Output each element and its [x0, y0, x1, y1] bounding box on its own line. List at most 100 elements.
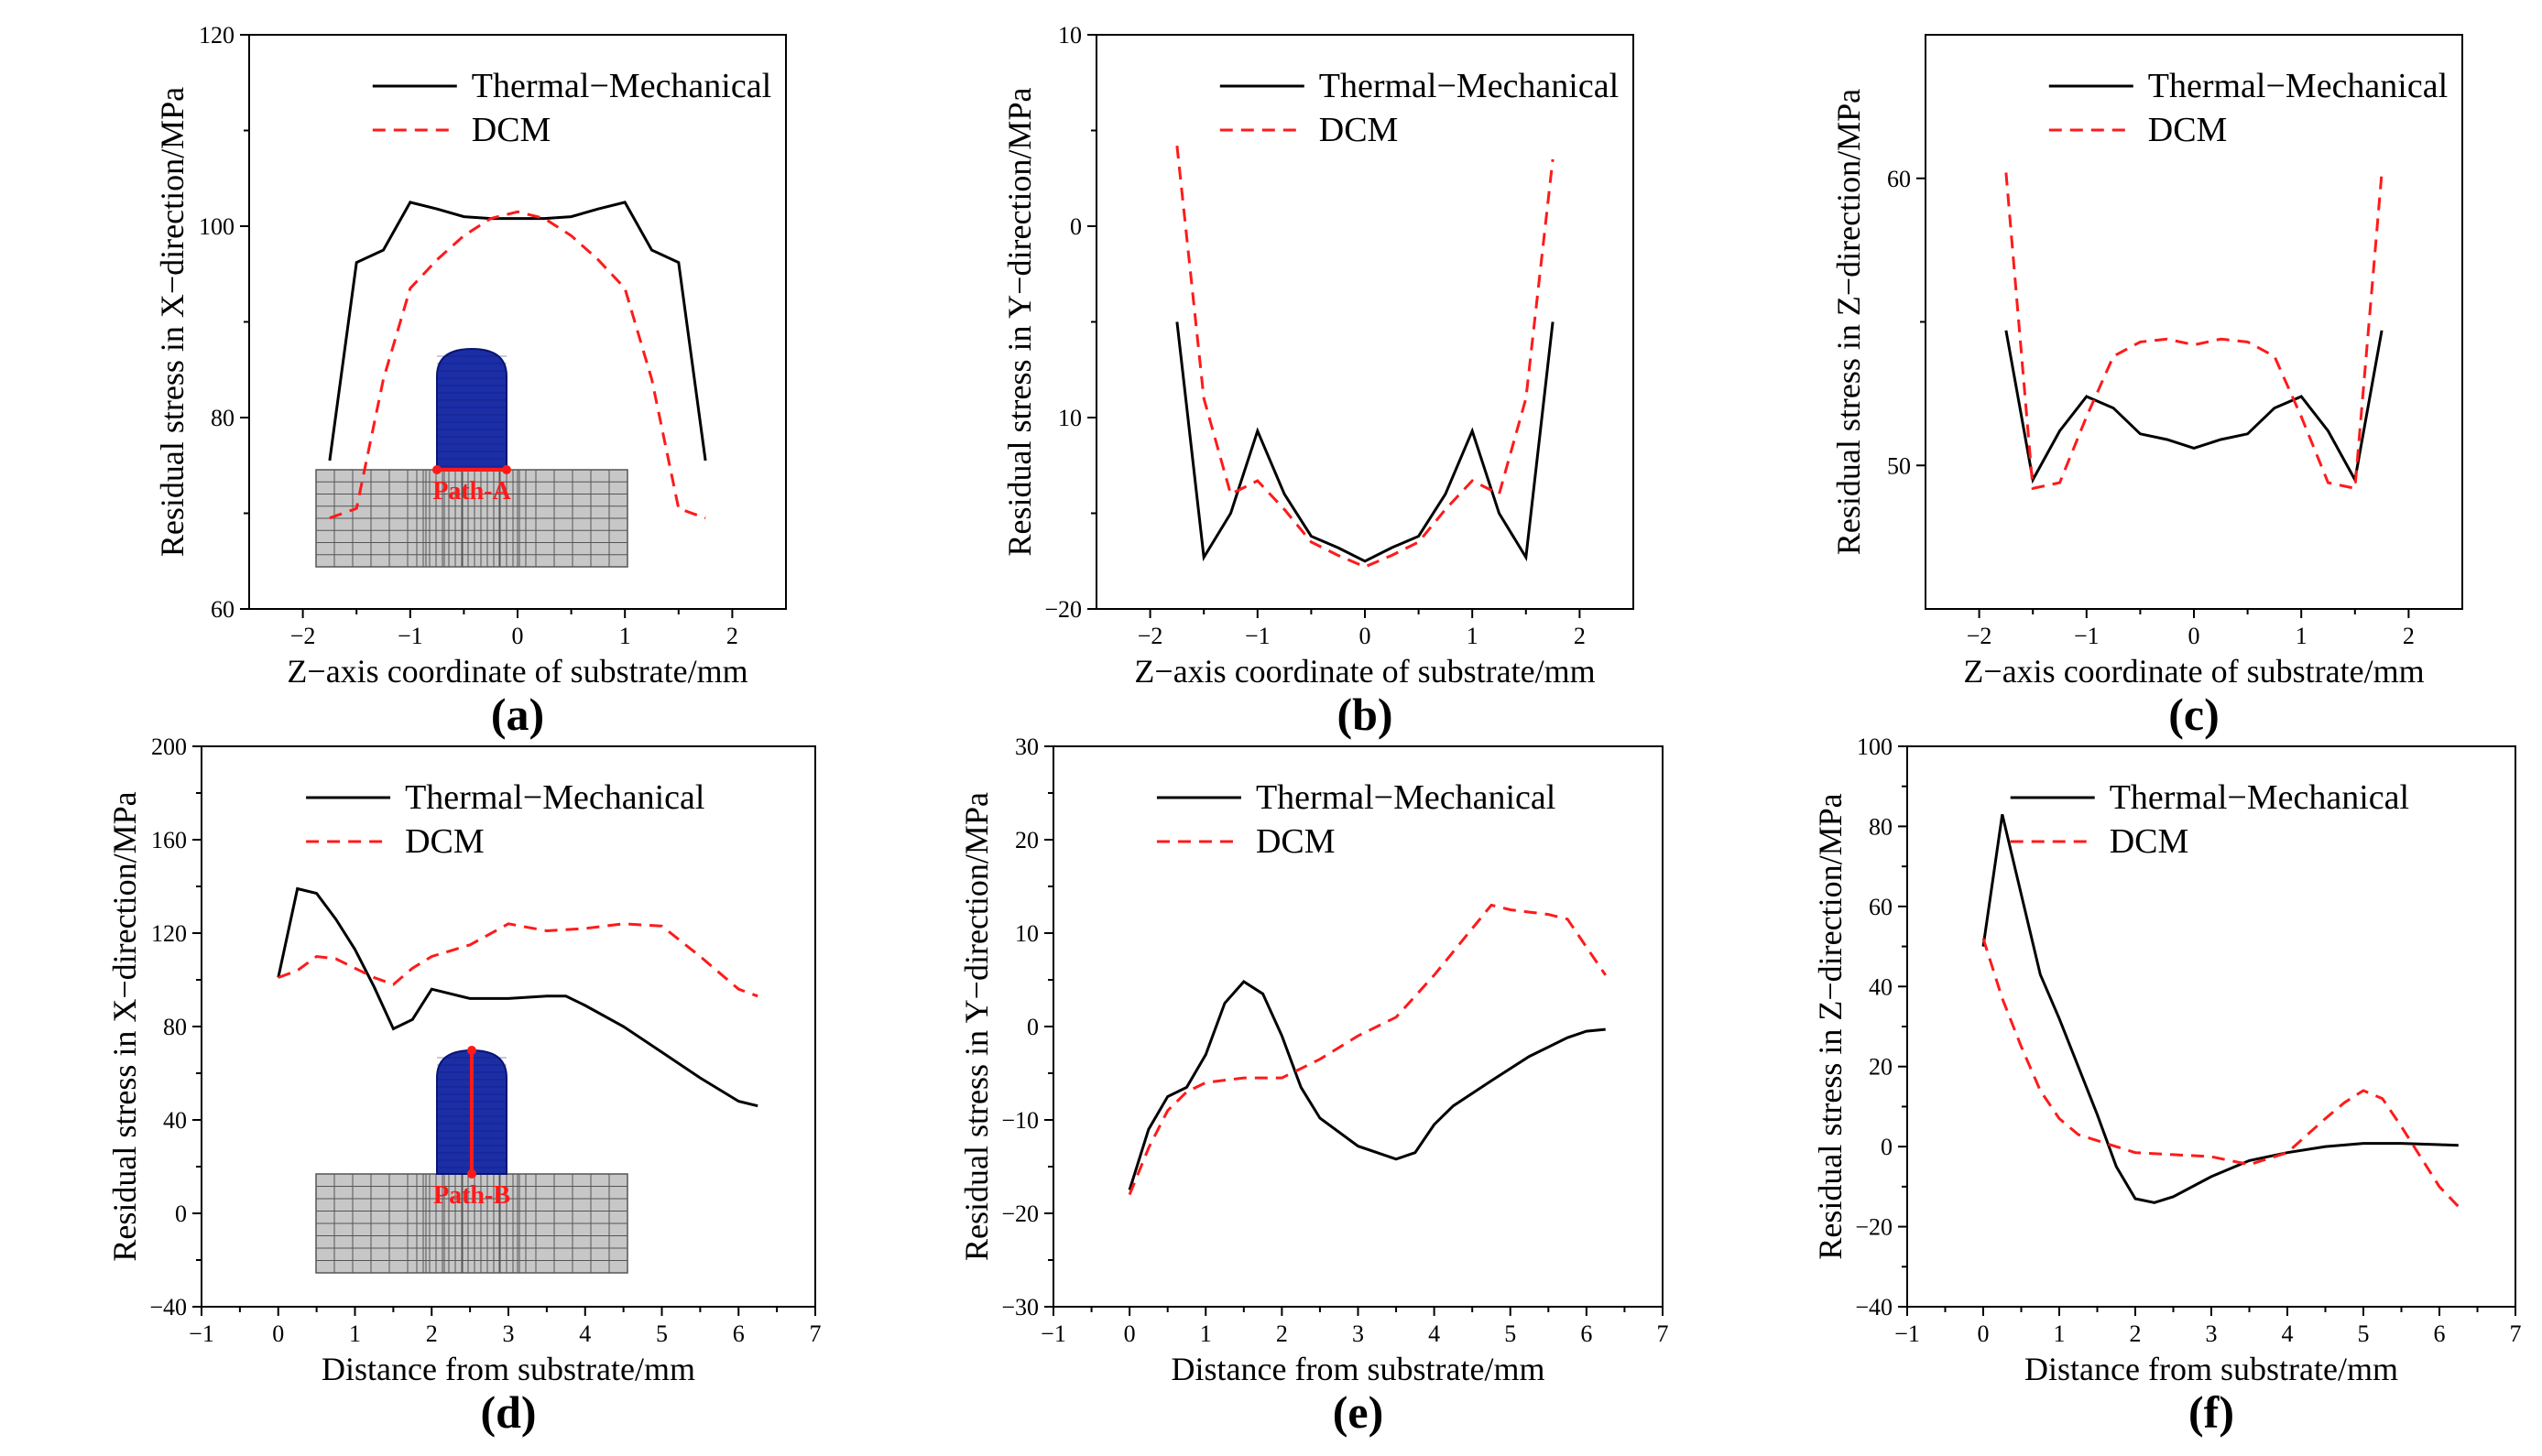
thermal-mechanical-series-line — [277, 886, 758, 1108]
y-tick-label: 60 — [1869, 894, 1893, 920]
legend-label: DCM — [2148, 111, 2228, 149]
y-tick-label: 100 — [1857, 733, 1893, 760]
legend: Thermal−Mechanical DCM — [2010, 778, 2409, 861]
x-tick-label: 5 — [1504, 1320, 1516, 1347]
legend-label: Thermal−Mechanical — [2148, 67, 2448, 105]
x-tick-label: 5 — [2358, 1320, 2370, 1347]
y-tick-label: 20 — [1015, 827, 1039, 853]
x-tick-label: 4 — [1428, 1320, 1440, 1347]
y-tick-label: 120 — [199, 22, 235, 49]
path-label: Path-B — [433, 1181, 510, 1210]
y-tick-label: 20 — [1869, 1054, 1893, 1081]
x-tick-label: 1 — [1200, 1320, 1212, 1347]
x-tick-label: 0 — [1124, 1320, 1136, 1347]
thermal-mechanical-series-line — [328, 201, 707, 462]
x-tick-label: 2 — [2403, 623, 2415, 649]
dcm-series-line — [1981, 938, 2460, 1208]
legend-label: DCM — [472, 111, 551, 149]
y-axis-label: Residual stress in X−direction/MPa — [154, 87, 191, 557]
y-tick-label: −30 — [1001, 1294, 1039, 1320]
y-axis-label: Residual stress in X−direction/MPa — [106, 791, 143, 1261]
y-tick-label: 40 — [1869, 973, 1893, 1000]
y-tick-label: 0 — [1070, 213, 1082, 240]
legend: Thermal−Mechanical DCM — [306, 778, 704, 861]
y-tick-label: 60 — [211, 596, 235, 623]
dcm-series-line — [2004, 172, 2384, 491]
legend-label: Thermal−Mechanical — [1256, 778, 1555, 817]
thermal-mechanical-series-line — [2004, 330, 2384, 484]
x-tick-label: 2 — [1276, 1320, 1288, 1347]
x-tick-label: 0 — [272, 1320, 284, 1347]
y-tick-label: 200 — [151, 733, 187, 760]
path-endpoint — [467, 1046, 476, 1055]
chart-panel-1: −2 −1 0 1 2 60 80 100 120 Z−axis coordinate of su… — [154, 22, 787, 740]
y-tick-label: 10 — [1058, 405, 1082, 431]
legend: Thermal−Mechanical DCM — [372, 67, 771, 149]
y-tick-label: −20 — [1001, 1201, 1039, 1227]
x-tick-label: 7 — [1657, 1320, 1669, 1347]
panel-label: (a) — [491, 689, 544, 740]
chart-panel-3: −2 −1 0 1 2 50 60 Z−axis coordinate of substrat… — [1830, 34, 2463, 740]
panel-label: (f) — [2188, 1386, 2234, 1438]
x-tick-label: −1 — [1041, 1320, 1066, 1347]
x-tick-label: 1 — [2054, 1320, 2066, 1347]
legend-label: Thermal−Mechanical — [2110, 778, 2409, 817]
legend-label: Thermal−Mechanical — [405, 778, 704, 817]
plot-frame — [1906, 745, 2516, 1308]
x-tick-label: 2 — [1574, 623, 1586, 649]
x-tick-label: 6 — [733, 1320, 745, 1347]
dcm-series-line — [1128, 903, 1607, 1196]
y-tick-label: −20 — [1855, 1214, 1893, 1241]
x-axis-label: Z−axis coordinate of substrate/mm — [287, 653, 747, 690]
path-endpoint — [467, 1169, 476, 1179]
legend-label: DCM — [1256, 822, 1336, 861]
x-tick-label: 4 — [2282, 1320, 2294, 1347]
y-tick-label: 10 — [1015, 920, 1039, 947]
x-tick-label: 3 — [2206, 1320, 2218, 1347]
x-tick-label: −1 — [189, 1320, 214, 1347]
y-tick-label: −40 — [149, 1294, 187, 1320]
x-tick-label: −2 — [1967, 623, 1992, 649]
legend-label: DCM — [2110, 822, 2189, 861]
x-axis-label: Distance from substrate/mm — [1172, 1351, 1545, 1387]
x-axis-label: Z−axis coordinate of substrate/mm — [1134, 653, 1595, 690]
y-axis-label: Residual stress in Z−direction/MPa — [1812, 793, 1849, 1259]
legend: Thermal−Mechanical DCM — [1219, 67, 1619, 149]
inset-schematic: Path-B — [315, 1046, 628, 1274]
y-tick-label: 0 — [1027, 1014, 1039, 1040]
x-tick-label: 1 — [349, 1320, 361, 1347]
x-tick-label: 1 — [1467, 623, 1478, 649]
x-tick-label: 5 — [656, 1320, 668, 1347]
x-tick-label: 6 — [2434, 1320, 2446, 1347]
panel-label: (e) — [1333, 1386, 1384, 1438]
y-axis-label: Residual stress in Z−direction/MPa — [1830, 89, 1867, 555]
dcm-series-line — [278, 922, 758, 998]
x-tick-label: 7 — [810, 1320, 822, 1347]
x-tick-label: −1 — [398, 623, 423, 649]
panel-label: (d) — [480, 1386, 536, 1438]
x-tick-label: 2 — [2130, 1320, 2142, 1347]
chart-panel-4: −1 0 1 2 3 4 5 6 7 −40 0 40 80 120 160 200 Distance from… — [106, 733, 822, 1438]
thermal-mechanical-series-line — [1175, 321, 1555, 563]
y-tick-label: 50 — [1887, 452, 1911, 479]
x-tick-label: −1 — [1245, 623, 1271, 649]
x-tick-label: 1 — [2296, 623, 2307, 649]
y-tick-label: 0 — [175, 1201, 187, 1227]
x-tick-label: −2 — [1138, 623, 1163, 649]
y-tick-label: 40 — [163, 1107, 187, 1134]
y-tick-label: 80 — [211, 405, 235, 431]
dcm-series-line — [329, 210, 706, 520]
x-tick-label: −2 — [290, 623, 316, 649]
x-tick-label: 2 — [426, 1320, 438, 1347]
panel-label: (c) — [2168, 689, 2220, 740]
y-tick-label: 0 — [1881, 1134, 1893, 1160]
x-tick-label: 2 — [726, 623, 738, 649]
x-tick-label: −1 — [1894, 1320, 1920, 1347]
y-tick-label: 120 — [151, 920, 187, 947]
x-tick-label: 7 — [2510, 1320, 2522, 1347]
y-tick-label: 80 — [1869, 813, 1893, 840]
x-tick-label: 1 — [619, 623, 631, 649]
legend-label: Thermal−Mechanical — [472, 67, 771, 105]
x-tick-label: 3 — [1352, 1320, 1364, 1347]
